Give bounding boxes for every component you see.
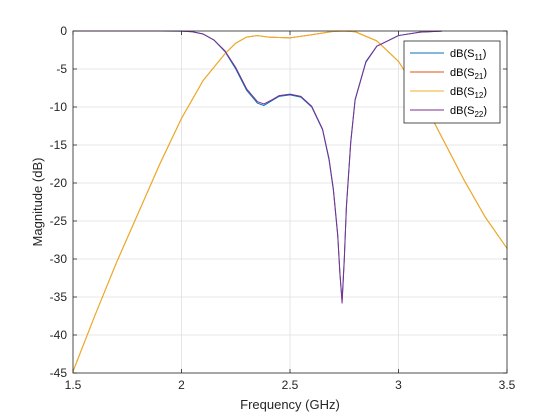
series-line-22 bbox=[73, 30, 442, 304]
y-tick-label: -5 bbox=[56, 62, 67, 76]
legend-label-end: ) bbox=[483, 105, 487, 117]
legend-label-subscript: 12 bbox=[474, 91, 483, 100]
y-tick-label: -35 bbox=[50, 290, 68, 304]
x-tick-label: 3.5 bbox=[499, 378, 516, 392]
y-tick-label: -30 bbox=[50, 252, 68, 266]
x-tick-label: 2 bbox=[178, 378, 185, 392]
tick-labels: 1.5 2 2.5 3 3.5 0 -5 -10 -15 -20 -25 -30 -35 -40 -45 bbox=[50, 24, 516, 392]
legend-label: dB(S21) bbox=[450, 67, 487, 81]
x-axis-label: Frequency (GHz) bbox=[240, 397, 340, 412]
legend-label-end: ) bbox=[483, 48, 487, 60]
x-tick-label: 1.5 bbox=[65, 378, 82, 392]
legend-label-main: dB(S bbox=[450, 86, 474, 98]
x-tick-label: 3 bbox=[395, 378, 402, 392]
legend-label-main: dB(S bbox=[450, 67, 474, 79]
x-tick-label: 2.5 bbox=[282, 378, 299, 392]
y-axis-label: Magnitude (dB) bbox=[30, 158, 45, 247]
legend-label-main: dB(S bbox=[450, 48, 474, 60]
y-tick-label: -25 bbox=[50, 214, 68, 228]
legend-box bbox=[403, 40, 501, 124]
legend-label: dB(S11) bbox=[450, 48, 486, 62]
legend-label-subscript: 11 bbox=[474, 53, 483, 62]
y-tick-label: -10 bbox=[50, 100, 68, 114]
legend-label: dB(S12) bbox=[450, 86, 487, 100]
y-tick-label: -15 bbox=[50, 138, 68, 152]
legend-label-end: ) bbox=[483, 86, 487, 98]
y-tick-label: 0 bbox=[60, 24, 67, 38]
y-tick-label: -20 bbox=[50, 176, 68, 190]
y-tick-label: -45 bbox=[50, 366, 68, 380]
y-tick-label: -40 bbox=[50, 328, 68, 342]
legend-label-subscript: 22 bbox=[474, 110, 483, 119]
legend-label-subscript: 21 bbox=[474, 72, 483, 81]
legend: dB(S11)dB(S21)dB(S12)dB(S22) bbox=[403, 40, 501, 124]
legend-label-main: dB(S bbox=[450, 105, 474, 117]
legend-label-end: ) bbox=[483, 67, 487, 79]
legend-label: dB(S22) bbox=[450, 105, 487, 119]
axes bbox=[72, 30, 508, 374]
